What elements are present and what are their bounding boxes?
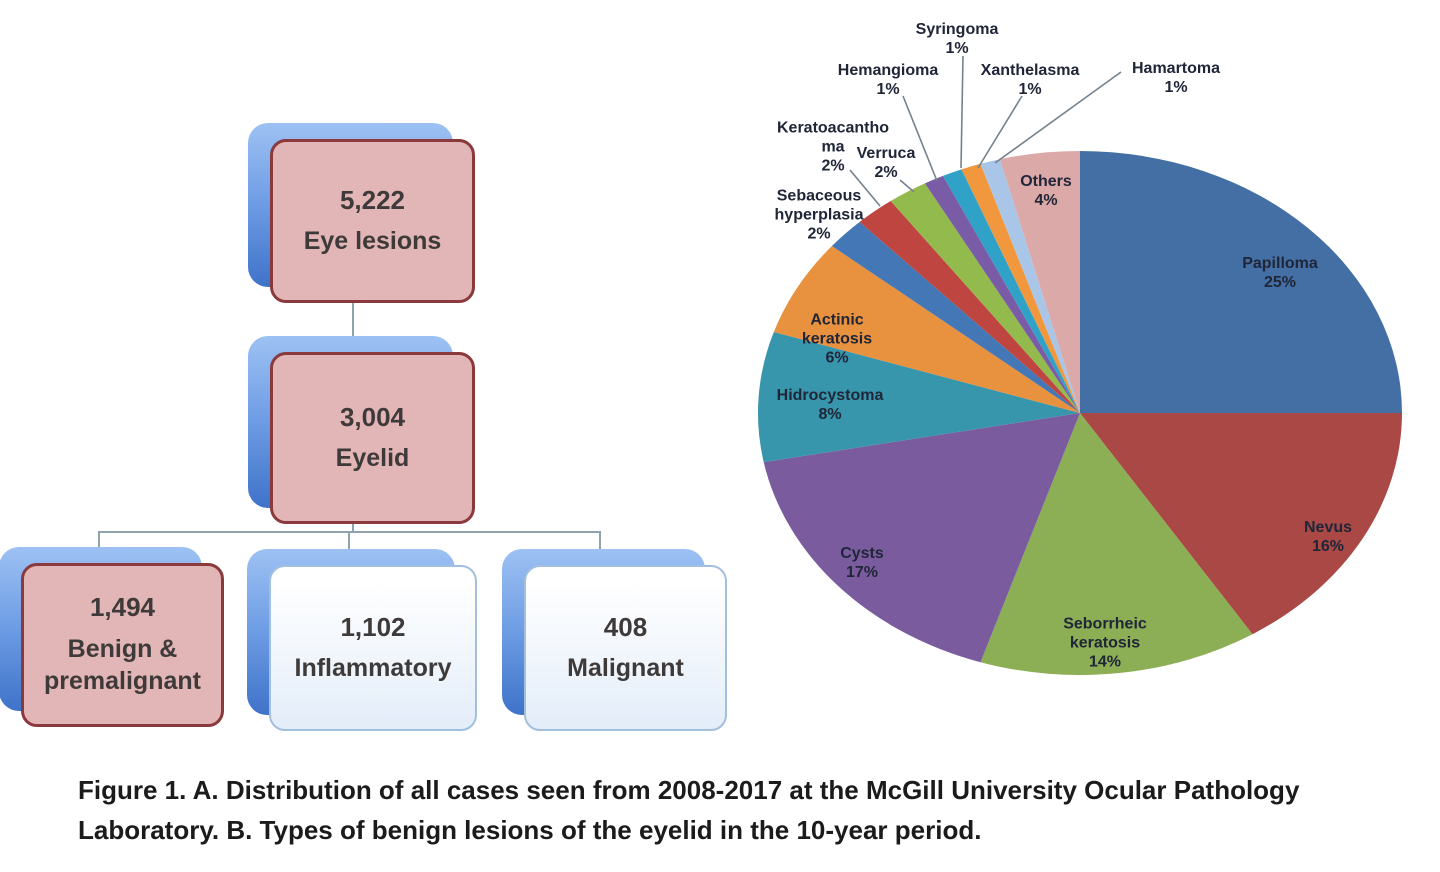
flowchart-node-inflammatory: 1,102 Inflammatory bbox=[247, 549, 477, 731]
node-value: 408 bbox=[603, 611, 648, 642]
pie-label-hidrocystoma: Hidrocystoma 8% bbox=[777, 387, 884, 423]
pie-slice-cysts bbox=[763, 413, 1080, 663]
pie-slice-keratoacanthoma bbox=[859, 201, 1080, 413]
leader-line-hamartoma bbox=[994, 71, 1122, 164]
node-label: Inflammatory bbox=[294, 653, 452, 682]
leader-line-hemangioma bbox=[902, 95, 938, 182]
connector-drop-malignant bbox=[599, 531, 601, 565]
pie-label-cysts: Cysts 17% bbox=[840, 545, 884, 581]
pie-label-hamartoma: Hamartoma 1% bbox=[1132, 60, 1220, 96]
pie-label-seborrheic-keratosis: Seborrheic keratosis 14% bbox=[1063, 616, 1147, 671]
pie-slice-seborrheic-keratosis bbox=[980, 413, 1253, 676]
pie-slice-others bbox=[999, 150, 1080, 414]
pie-slice-hemangioma bbox=[924, 175, 1080, 413]
pie-label-others: Others 4% bbox=[1020, 173, 1072, 209]
pie-label-hemangioma: Hemangioma 1% bbox=[838, 62, 939, 98]
connector-eyelid-stub bbox=[352, 524, 354, 533]
node-value: 5,222 bbox=[339, 184, 406, 215]
pie-label-xanthelasma: Xanthelasma 1% bbox=[981, 62, 1080, 98]
pie-label-papilloma: Papilloma 25% bbox=[1242, 255, 1318, 291]
pie-label-nevus: Nevus 16% bbox=[1304, 519, 1352, 555]
pie-label-syringoma: Syringoma 1% bbox=[916, 21, 999, 57]
leader-line-xanthelasma bbox=[977, 95, 1023, 169]
node-value: 3,004 bbox=[339, 401, 406, 432]
flowchart-node-eyelid: 3,004 Eyelid bbox=[248, 336, 475, 524]
pie-label-keratoacanthoma: Keratoacantho ma 2% bbox=[777, 120, 889, 175]
pie-slice-nevus bbox=[1080, 413, 1402, 635]
pie-slice-sebaceous-hyperplasia bbox=[831, 222, 1080, 413]
flowchart-node-malignant: 408 Malignant bbox=[502, 549, 727, 731]
flowchart-node-benign-premalignant: 1,494 Benign & premalignant bbox=[0, 547, 224, 727]
node-value: 1,494 bbox=[89, 592, 156, 623]
node-label: Eyelid bbox=[335, 443, 410, 472]
connector-drop-inflammatory bbox=[348, 531, 350, 565]
pie-slice-verruca bbox=[890, 183, 1080, 413]
leader-line-syringoma bbox=[960, 55, 964, 169]
pie-slice-syringoma bbox=[942, 169, 1080, 413]
flowchart-node-eye-lesions: 5,222 Eye lesions bbox=[248, 123, 475, 303]
node-label: Malignant bbox=[567, 653, 684, 682]
pie-slice-papilloma bbox=[1080, 151, 1402, 413]
pie-slice-hidrocystoma bbox=[758, 332, 1080, 463]
pie-label-actinic-keratosis: Actinic keratosis 6% bbox=[802, 312, 872, 367]
node-label: Eye lesions bbox=[303, 226, 442, 255]
pie-slice-actinic-keratosis bbox=[773, 246, 1080, 413]
pie-slice-xanthelasma bbox=[961, 163, 1080, 413]
leader-line-verruca bbox=[899, 179, 915, 193]
node-value: 1,102 bbox=[340, 611, 406, 642]
pie-label-sebaceous-hyperplasia: Sebaceous hyperplasia 2% bbox=[775, 188, 864, 243]
pie-label-verruca: Verruca 2% bbox=[857, 145, 916, 181]
pie-slice-hamartoma bbox=[980, 159, 1080, 413]
connector-eye-to-eyelid bbox=[352, 303, 354, 352]
figure-caption: Figure 1. A. Distribution of all cases s… bbox=[78, 775, 1300, 846]
node-label: Benign & premalignant bbox=[44, 634, 201, 696]
leader-line-keratoacanthoma bbox=[849, 169, 881, 207]
